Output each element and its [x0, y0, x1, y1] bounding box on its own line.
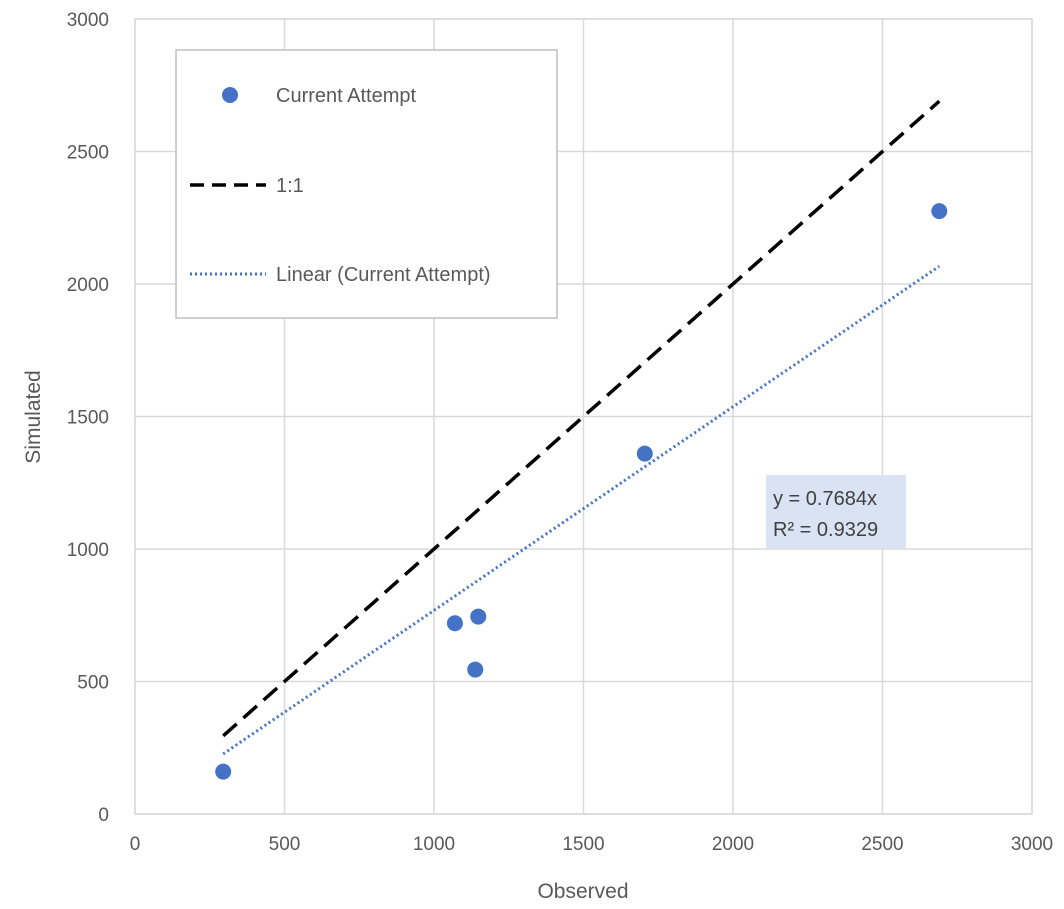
r-squared-line: R² = 0.9329 — [773, 519, 878, 541]
data-point — [636, 445, 653, 462]
legend: Current Attempt 1:1 Linear (Current Atte… — [175, 49, 558, 319]
y-tick-label: 3000 — [67, 10, 109, 31]
y-tick-label: 2500 — [67, 143, 109, 164]
x-tick-label: 3000 — [1011, 834, 1053, 855]
legend-label-current-attempt: Current Attempt — [276, 85, 417, 107]
data-point — [467, 661, 484, 678]
series-lines — [222, 99, 941, 756]
equation-background — [766, 475, 906, 548]
y-axis-tick-labels: 0 500 1000 1500 2000 2500 3000 — [67, 10, 109, 826]
plot-area-border — [134, 18, 1033, 815]
data-point — [931, 203, 948, 220]
data-point — [446, 615, 463, 632]
y-tick-label: 2000 — [67, 275, 109, 296]
x-tick-label: 1000 — [413, 834, 455, 855]
x-tick-label: 1500 — [562, 834, 604, 855]
y-axis-title: Simulated — [22, 370, 45, 463]
linear-trendline — [222, 265, 941, 756]
equation-line: y = 0.7684x — [773, 488, 877, 510]
y-tick-label: 1500 — [67, 408, 109, 429]
legend-marker-current-attempt — [222, 87, 238, 103]
legend-label-linear-trend: Linear (Current Attempt) — [276, 264, 491, 286]
x-axis-title: Observed — [537, 880, 628, 903]
x-tick-label: 2500 — [861, 834, 903, 855]
trendline-equation: y = 0.7684x R² = 0.9329 — [766, 475, 906, 548]
y-tick-label: 1000 — [67, 540, 109, 561]
data-point — [215, 763, 232, 780]
y-tick-label: 500 — [77, 673, 109, 694]
x-tick-label: 500 — [269, 834, 301, 855]
legend-label-one-to-one: 1:1 — [276, 175, 304, 197]
y-tick-label: 0 — [98, 805, 109, 826]
one-to-one-line — [222, 99, 941, 738]
scatter-points — [215, 203, 948, 780]
x-tick-label: 2000 — [712, 834, 754, 855]
x-tick-label: 0 — [130, 834, 141, 855]
x-axis-tick-labels: 0 500 1000 1500 2000 2500 3000 — [130, 834, 1053, 855]
data-point — [470, 608, 487, 625]
